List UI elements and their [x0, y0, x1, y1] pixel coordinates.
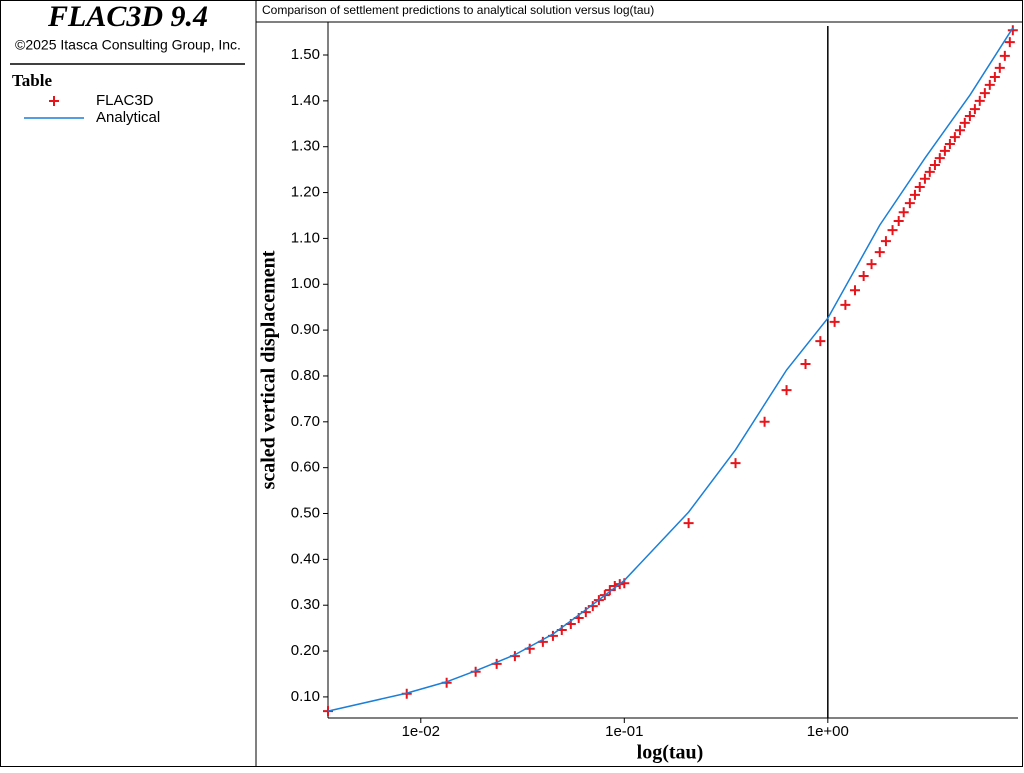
legend-swatch — [49, 96, 59, 106]
marker — [919, 173, 930, 184]
marker — [994, 62, 1005, 73]
marker — [944, 138, 955, 149]
marker — [959, 117, 970, 128]
y-tick-label: 1.50 — [291, 46, 320, 63]
marker — [898, 207, 909, 218]
x-axis-label: log(tau) — [637, 742, 704, 764]
y-tick-label: 0.60 — [291, 459, 320, 476]
marker — [849, 285, 860, 296]
y-tick-label: 1.30 — [291, 138, 320, 155]
marker — [914, 182, 925, 193]
marker — [880, 236, 891, 247]
marker — [887, 225, 898, 236]
marker — [904, 198, 915, 209]
marker — [781, 385, 792, 396]
y-axis-label: scaled vertical displacement — [258, 250, 280, 489]
marker — [1007, 25, 1018, 36]
marker — [979, 88, 990, 99]
y-tick-label: 0.80 — [291, 367, 320, 384]
marker — [829, 316, 840, 327]
marker — [989, 72, 1000, 83]
x-tick-label: 1e-02 — [402, 723, 440, 740]
marker — [999, 50, 1010, 61]
marker — [730, 458, 741, 469]
marker — [984, 79, 995, 90]
y-tick-label: 0.10 — [291, 688, 320, 705]
marker — [954, 125, 965, 136]
chart-title: Comparison of settlement predictions to … — [262, 3, 654, 17]
legend-label: Analytical — [96, 109, 160, 126]
y-tick-label: 1.00 — [291, 275, 320, 292]
marker — [866, 259, 877, 270]
y-tick-label: 0.20 — [291, 642, 320, 659]
marker — [893, 215, 904, 226]
marker — [874, 247, 885, 258]
y-tick-label: 0.50 — [291, 504, 320, 521]
marker — [815, 336, 826, 347]
marker — [934, 153, 945, 164]
y-tick-label: 0.30 — [291, 596, 320, 613]
marker — [840, 299, 851, 310]
y-tick-label: 0.90 — [291, 321, 320, 338]
marker — [924, 166, 935, 177]
copyright: ©2025 Itasca Consulting Group, Inc. — [15, 37, 241, 53]
marker — [969, 104, 980, 115]
legend-label: FLAC3D — [96, 92, 154, 109]
y-tick-label: 1.40 — [291, 92, 320, 109]
y-tick-label: 0.40 — [291, 550, 320, 567]
marker — [1004, 37, 1015, 48]
x-tick-label: 1e-01 — [605, 723, 643, 740]
y-tick-label: 1.10 — [291, 229, 320, 246]
marker — [683, 518, 694, 529]
marker — [939, 145, 950, 156]
y-tick-label: 1.20 — [291, 184, 320, 201]
line — [327, 27, 1014, 712]
x-tick-label: 1e+00 — [807, 723, 849, 740]
marker — [964, 110, 975, 121]
marker — [858, 271, 869, 282]
legend-heading: Table — [12, 71, 52, 90]
marker — [759, 416, 770, 427]
y-tick-label: 0.70 — [291, 413, 320, 430]
marker — [800, 359, 811, 370]
product-name: FLAC3D 9.4 — [47, 0, 208, 33]
marker — [974, 95, 985, 106]
marker — [909, 189, 920, 200]
marker — [929, 160, 940, 171]
marker — [949, 132, 960, 143]
